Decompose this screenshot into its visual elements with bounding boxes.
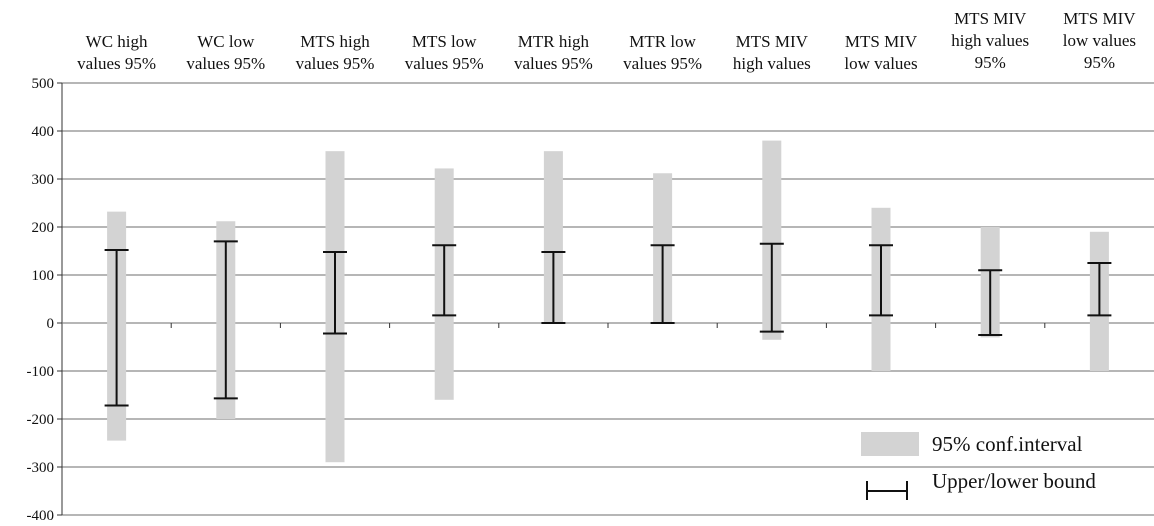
- y-tick-label: -300: [27, 460, 55, 476]
- category-label-line: 95%: [975, 53, 1006, 72]
- legend-bound-swatch: [866, 481, 908, 500]
- category-label: MTS low values 95%: [405, 32, 484, 73]
- category-label: MTS MIV high values 95%: [951, 9, 1029, 72]
- y-tick-label: 300: [32, 172, 55, 188]
- legend-ci-swatch: [861, 432, 919, 456]
- y-tick-label: 200: [32, 220, 55, 236]
- category-label: MTS high values 95%: [296, 32, 375, 73]
- y-tick-label: -400: [27, 508, 55, 524]
- bound-bars: [104, 240, 1112, 407]
- category-label-line: WC low: [197, 32, 255, 51]
- ci-bars: [107, 140, 1109, 463]
- category-label-line: MTS high: [300, 32, 370, 51]
- category-label-line: 95%: [1084, 53, 1115, 72]
- category-label-line: MTS MIV: [1063, 9, 1136, 28]
- category-label-line: values 95%: [186, 54, 265, 73]
- y-tick-label: 400: [32, 124, 55, 140]
- category-label: MTS MIV high values: [733, 32, 811, 73]
- category-label-line: low values: [1063, 31, 1136, 50]
- category-label-line: MTR low: [629, 32, 696, 51]
- category-label-line: values 95%: [514, 54, 593, 73]
- category-label-line: values 95%: [77, 54, 156, 73]
- category-label-line: values 95%: [296, 54, 375, 73]
- y-tick-label: -100: [27, 364, 55, 380]
- y-tick-label: -200: [27, 412, 55, 428]
- category-label-line: MTS MIV: [845, 32, 918, 51]
- legend-ci-label: 95% conf.interval: [932, 432, 1083, 456]
- category-label-line: high values: [951, 31, 1029, 50]
- y-tick-labels: -400 -300 -200 -100 0 100 200 300 400 500: [27, 76, 55, 524]
- category-label-line: MTS MIV: [954, 9, 1027, 28]
- category-label-line: low values: [844, 54, 917, 73]
- category-label-line: high values: [733, 54, 811, 73]
- category-label: MTS MIV low values: [844, 32, 917, 73]
- gridlines: [62, 82, 1154, 516]
- y-tick-label: 100: [32, 268, 55, 284]
- category-label: WC low values 95%: [186, 32, 265, 73]
- category-label-line: WC high: [86, 32, 148, 51]
- category-label-line: values 95%: [405, 54, 484, 73]
- category-label: WC high values 95%: [77, 32, 156, 73]
- category-label-line: MTS low: [412, 32, 477, 51]
- axes: [57, 82, 1154, 516]
- category-label-line: values 95%: [623, 54, 702, 73]
- legend-bound-label: Upper/lower bound: [932, 469, 1096, 493]
- category-labels: WC high values 95%WC low values 95%MTS hig…: [77, 9, 1136, 73]
- ci-bar: [762, 140, 782, 340]
- category-label-line: MTS MIV: [736, 32, 809, 51]
- ci-bar: [543, 151, 563, 323]
- y-tick-label: 500: [32, 76, 55, 92]
- category-label-line: MTR high: [518, 32, 590, 51]
- category-label: MTR high values 95%: [514, 32, 593, 73]
- category-label: MTS MIV low values 95%: [1063, 9, 1136, 72]
- legend: 95% conf.interval Upper/lower bound: [861, 432, 1096, 500]
- category-label: MTR low values 95%: [623, 32, 702, 73]
- y-tick-label: 0: [47, 316, 55, 332]
